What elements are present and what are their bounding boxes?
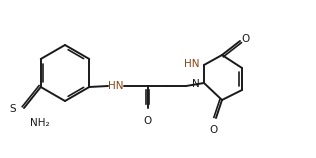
Text: O: O [242,34,250,44]
Text: N: N [192,79,200,89]
Text: HN: HN [108,81,124,91]
Text: O: O [144,116,152,126]
Text: HN: HN [185,59,200,69]
Text: S: S [9,104,16,114]
Text: O: O [210,125,218,135]
Text: NH₂: NH₂ [30,118,50,128]
